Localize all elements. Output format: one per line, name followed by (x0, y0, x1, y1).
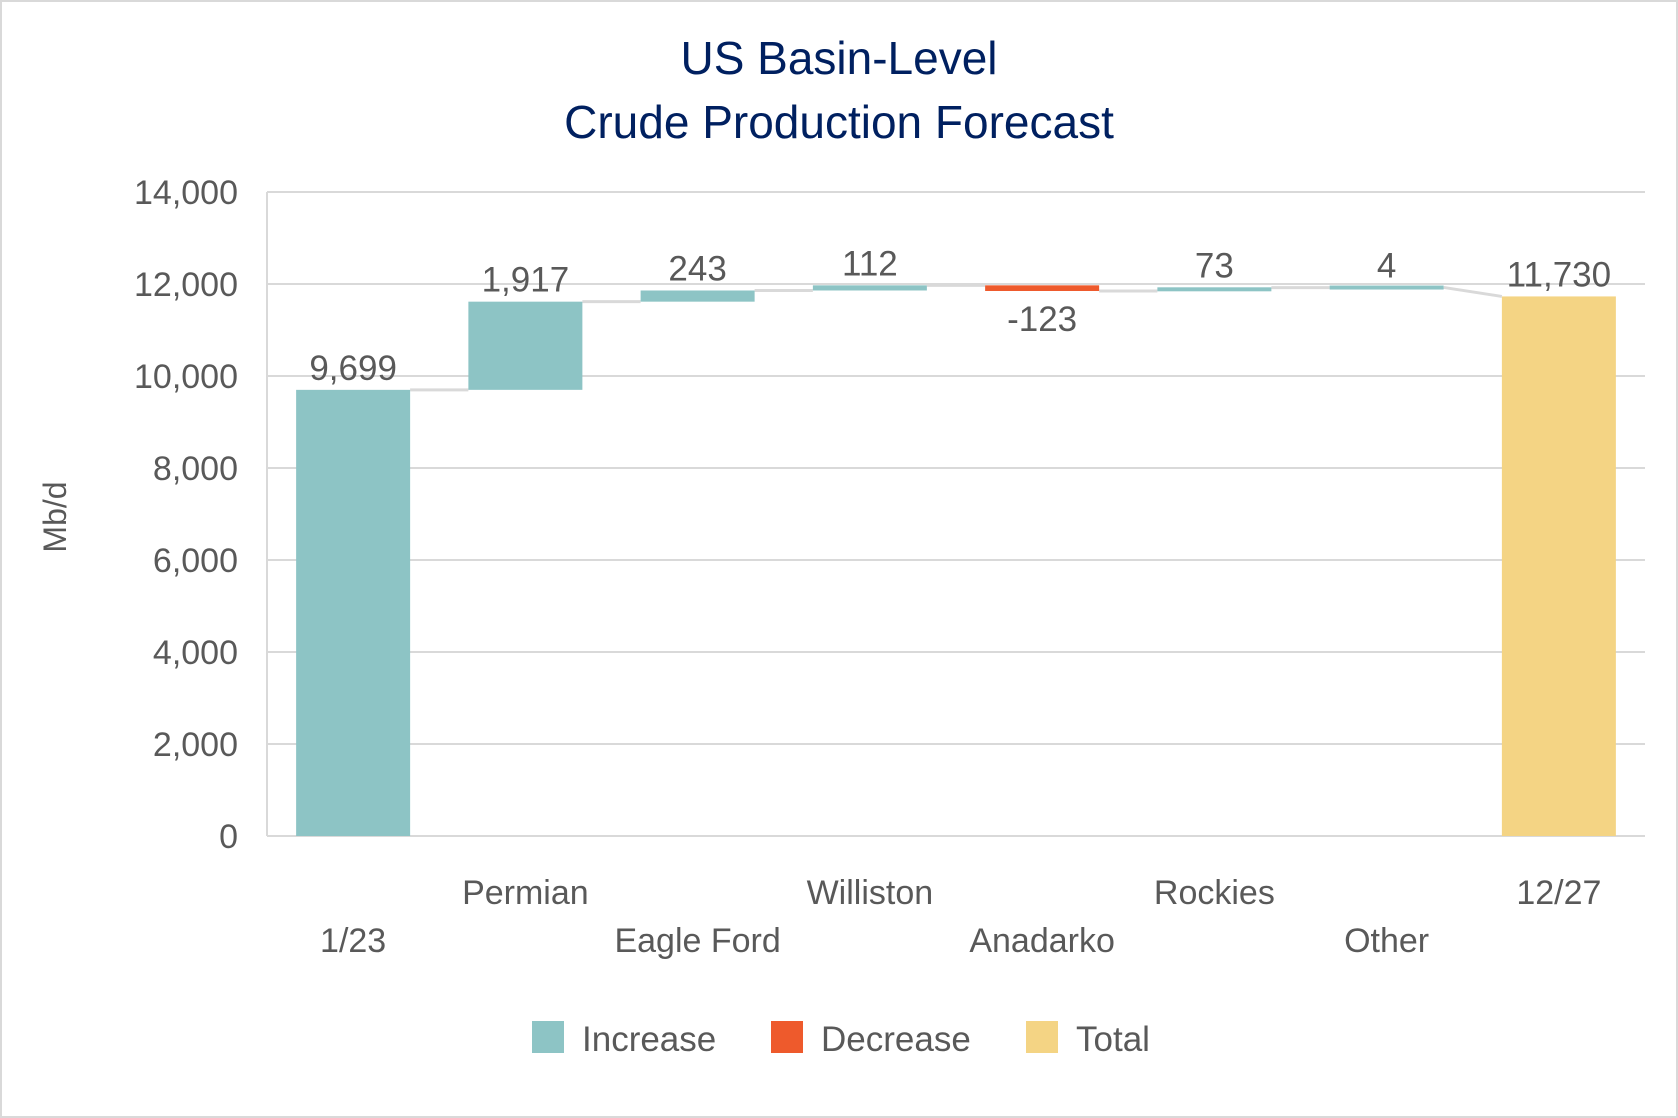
data-label: 11,730 (1507, 255, 1611, 294)
x-category-label: Williston (807, 874, 934, 912)
y-tick-label: 12,000 (134, 266, 238, 304)
data-label: 243 (668, 249, 726, 288)
y-tick-label: 6,000 (153, 542, 238, 580)
y-tick-label: 2,000 (153, 726, 238, 764)
x-category-label: Eagle Ford (614, 922, 780, 960)
bar-williston (812, 285, 927, 291)
y-tick-label: 14,000 (134, 174, 238, 212)
chart-title-line-1: US Basin-Level (680, 32, 997, 84)
data-label: 1,917 (482, 261, 570, 300)
y-axis-ticks: 0 2,000 4,000 6,000 8,000 10,000 12,000 14,000 (134, 174, 238, 856)
chart-title: US Basin-Level Crude Production Forecast (564, 32, 1114, 148)
data-labels: 9,699 1,917 243 112 -123 73 4 11,730 (309, 244, 1611, 388)
x-category-label: Rockies (1154, 874, 1275, 912)
x-axis-categories: 1/23 Permian Eagle Ford Williston Anadarko Ro… (320, 874, 1601, 960)
legend-label-increase: Increase (582, 1020, 716, 1059)
data-label: 73 (1195, 247, 1234, 286)
data-label: 112 (842, 244, 898, 283)
legend-label-total: Total (1076, 1020, 1150, 1059)
x-category-label: Other (1344, 922, 1429, 960)
data-label: 4 (1377, 246, 1396, 285)
data-label: -123 (1007, 300, 1077, 339)
connectors (410, 283, 1503, 392)
bar-12-27 (1501, 296, 1616, 836)
bar-permian (468, 301, 583, 390)
data-label: 9,699 (309, 349, 397, 388)
y-tick-label: 10,000 (134, 358, 238, 396)
bars (296, 285, 1616, 836)
x-category-label: 1/23 (320, 922, 386, 960)
y-axis-label: Mb/d (37, 481, 73, 552)
legend-swatch-total (1026, 1021, 1058, 1053)
bar-rockies (1157, 287, 1272, 292)
chart-title-line-2: Crude Production Forecast (564, 96, 1114, 148)
connector-line (1443, 285, 1503, 298)
bar-1-23 (296, 389, 411, 836)
bar-anadarko (985, 285, 1100, 291)
y-tick-label: 4,000 (153, 634, 238, 672)
x-category-label: Anadarko (969, 922, 1115, 960)
legend-swatch-decrease (771, 1021, 803, 1053)
legend: Increase Decrease Total (532, 1020, 1150, 1059)
x-category-label: 12/27 (1516, 874, 1601, 912)
y-tick-label: 0 (219, 818, 238, 856)
bar-eagle-ford (640, 290, 755, 302)
legend-swatch-increase (532, 1021, 564, 1053)
x-category-label: Permian (462, 874, 589, 912)
y-tick-label: 8,000 (153, 450, 238, 488)
legend-label-decrease: Decrease (821, 1020, 971, 1059)
bar-other (1329, 285, 1444, 290)
